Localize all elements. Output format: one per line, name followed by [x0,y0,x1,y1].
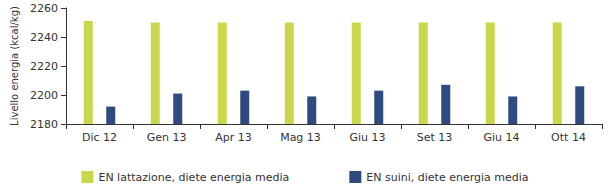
svg-text:Dic 12: Dic 12 [82,131,117,144]
svg-text:2200: 2200 [30,89,58,102]
svg-text:Mag 13: Mag 13 [280,131,321,144]
svg-text:2260: 2260 [30,2,58,15]
svg-text:Ott 14: Ott 14 [551,131,586,144]
svg-text:EN lattazione, diete energia m: EN lattazione, diete energia media [98,171,289,184]
svg-text:2220: 2220 [30,60,58,73]
svg-text:Giu 14: Giu 14 [483,131,519,144]
svg-text:2240: 2240 [30,31,58,44]
svg-text:Set 13: Set 13 [417,131,453,144]
svg-text:Livello energia (kcal/kg): Livello energia (kcal/kg) [9,6,20,126]
svg-text:Apr 13: Apr 13 [215,131,252,144]
svg-text:EN suini, diete energia media: EN suini, diete energia media [366,171,528,184]
svg-text:2180: 2180 [30,118,58,131]
svg-text:Gen 13: Gen 13 [147,131,187,144]
svg-text:Giu 13: Giu 13 [349,131,385,144]
